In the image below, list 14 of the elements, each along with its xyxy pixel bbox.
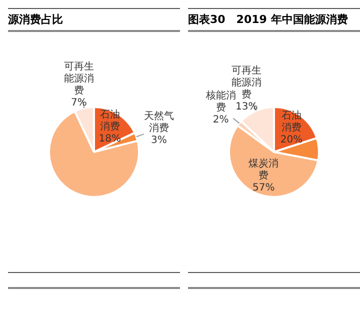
slice-label: 石油消费 (281, 110, 302, 134)
data-label: 57% (252, 182, 275, 194)
chart-title: 图表30 2019 年中国能源消费 (188, 8, 360, 32)
data-label: 20% (280, 134, 303, 146)
data-label: 13% (235, 101, 258, 112)
data-label: 7% (71, 97, 87, 108)
slice-label: 天然气消费 (144, 110, 174, 134)
slice-label: 可再生能源消费 (64, 60, 94, 96)
slice-label: 石油消费 (100, 108, 120, 133)
slice-label: 煤炭消费 (248, 158, 279, 182)
data-label: 18% (98, 134, 122, 145)
data-label: 3% (150, 135, 167, 146)
chart-title: 源消费占比 (8, 8, 180, 32)
data-label: 2% (212, 114, 229, 126)
